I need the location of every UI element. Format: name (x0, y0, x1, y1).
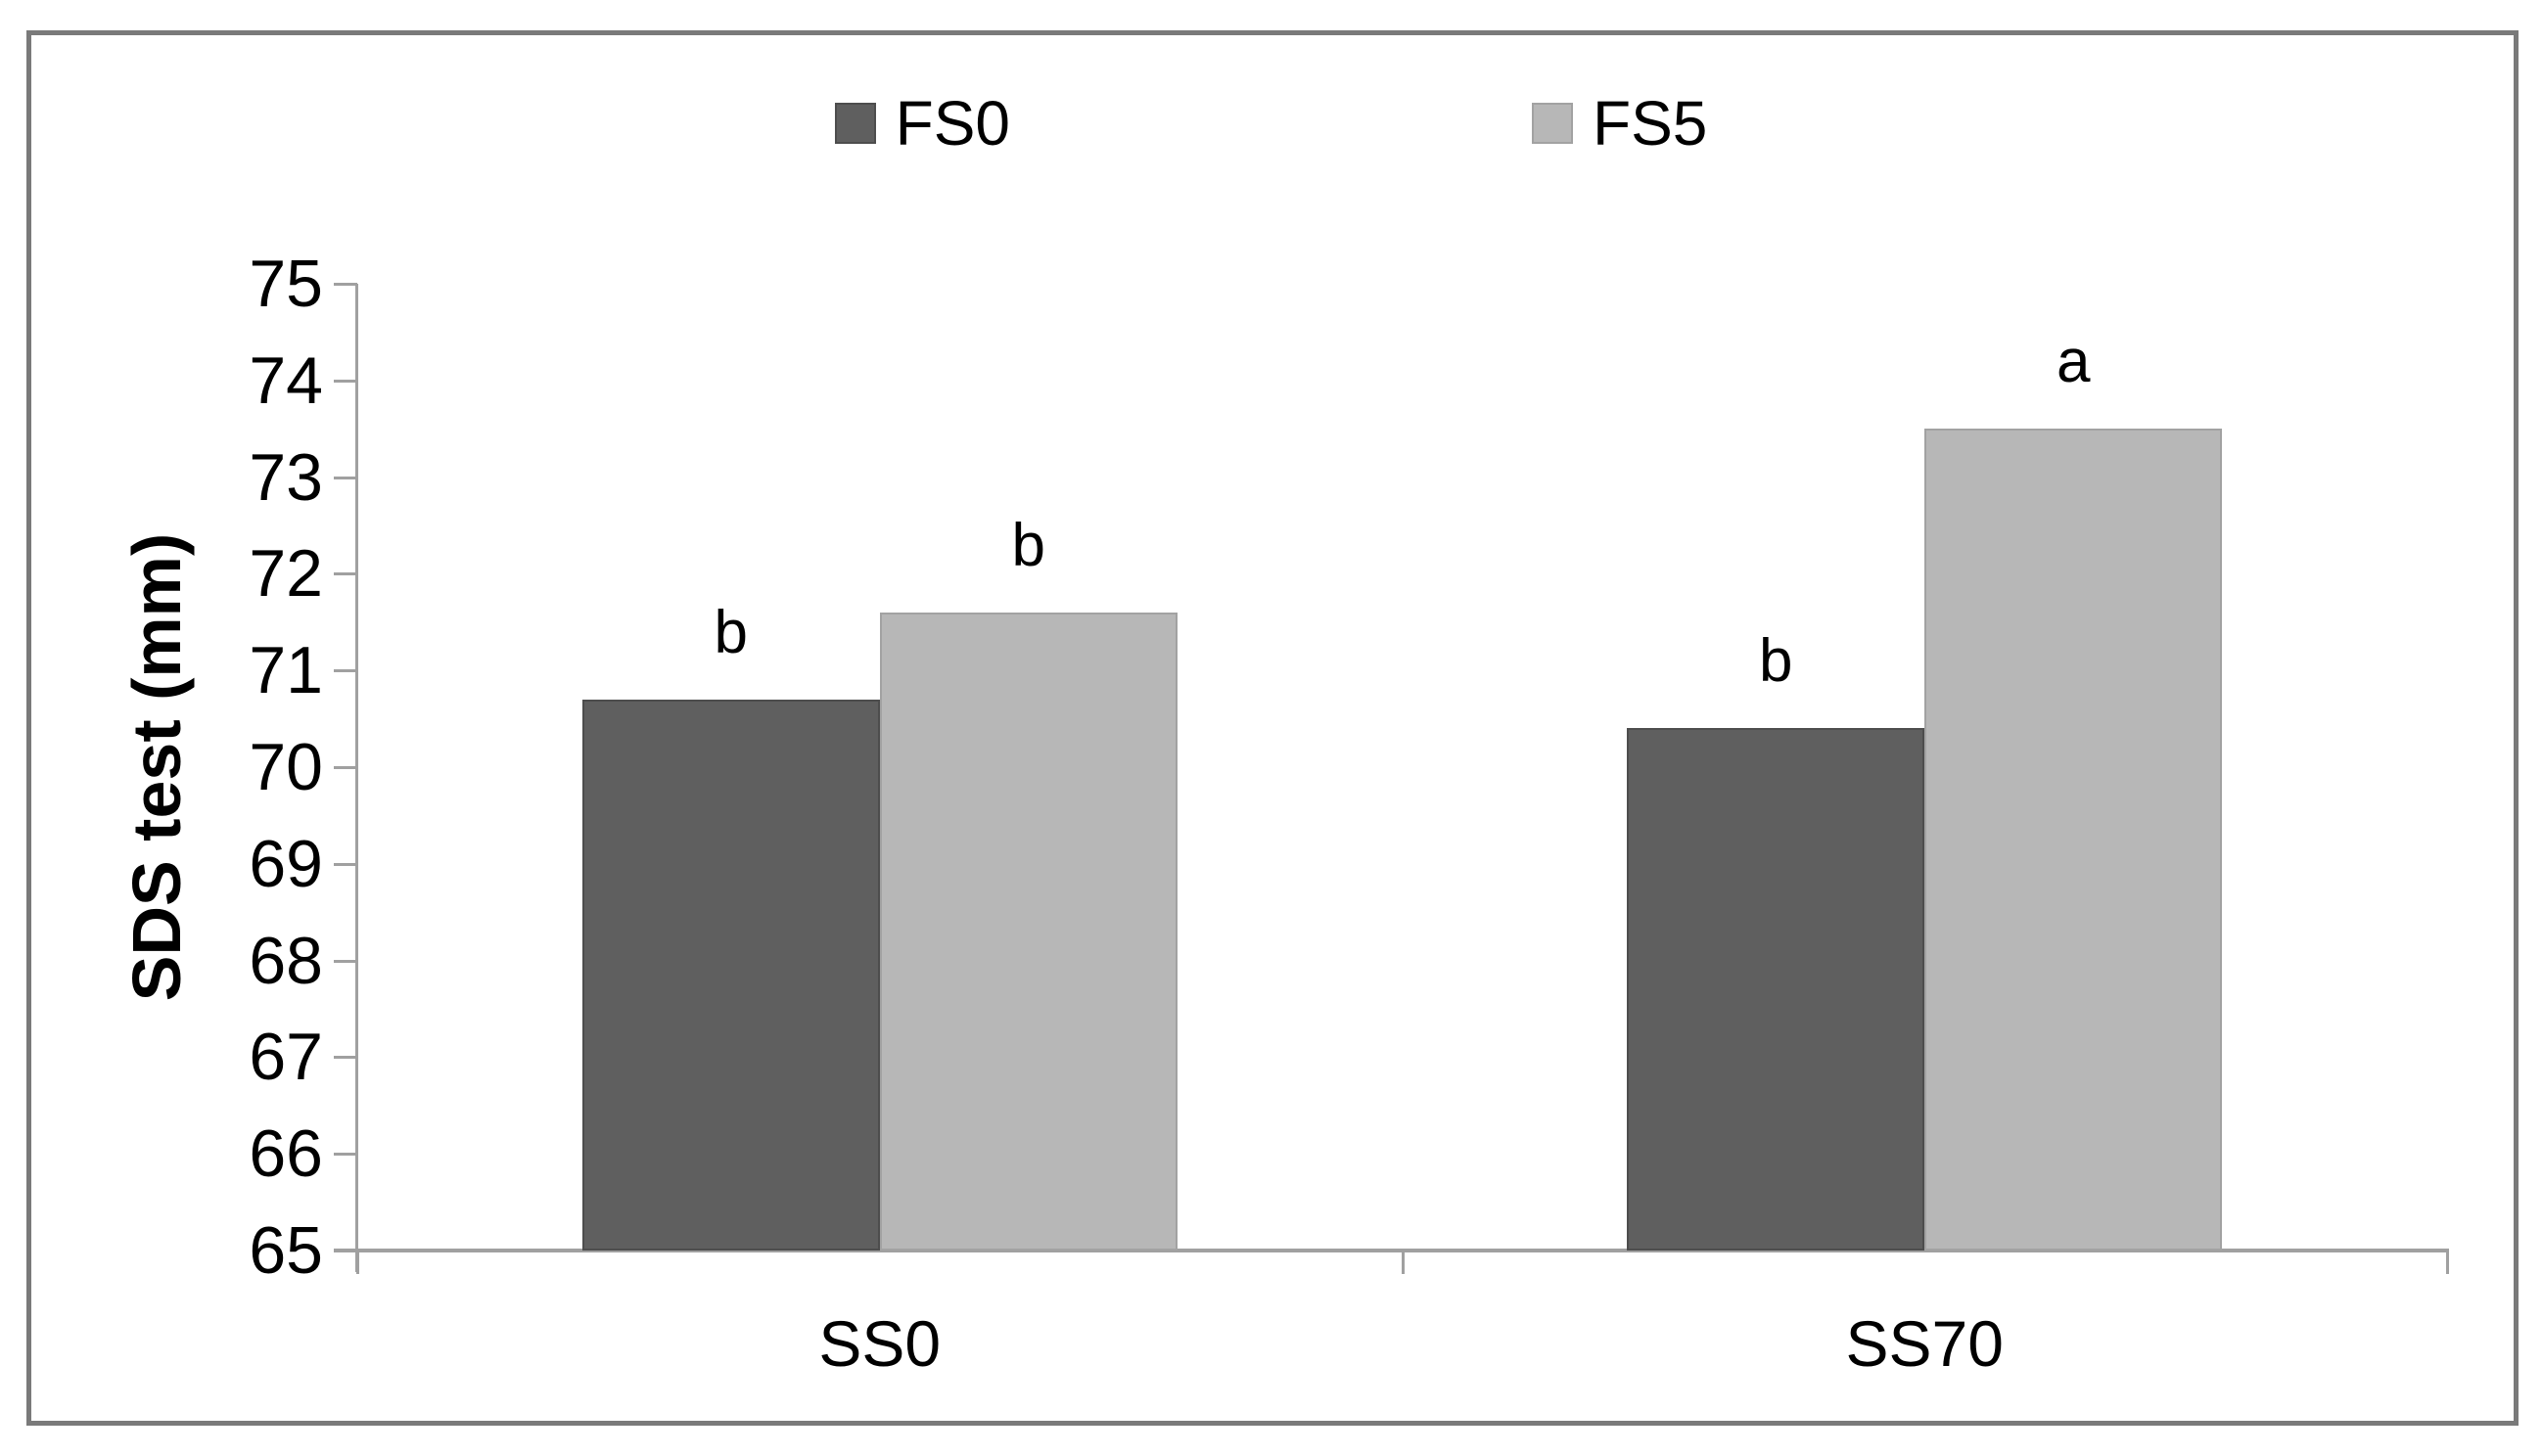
legend-swatch-fs5 (1532, 103, 1573, 144)
chart-outer-border (26, 30, 2519, 1426)
y-axis-tick (334, 379, 357, 383)
bar-significance-label: a (2057, 328, 2091, 396)
y-axis-tick (334, 1056, 357, 1060)
category-tick (356, 1251, 359, 1274)
legend-swatch-fs0 (834, 103, 876, 144)
y-axis-tick (334, 959, 357, 963)
x-axis-line (334, 1249, 2449, 1252)
bar-significance-label: b (714, 598, 748, 666)
y-axis-tick (334, 1250, 357, 1252)
y-axis-tick (334, 862, 357, 866)
category-tick (1401, 1251, 1405, 1274)
bar (879, 612, 1178, 1251)
y-axis-tick (334, 572, 357, 576)
bar (1924, 429, 2223, 1251)
y-tick-label: 75 (249, 247, 323, 321)
legend: FS0 FS5 (0, 92, 2542, 155)
bar (1627, 728, 1925, 1251)
y-axis-line (355, 284, 358, 1272)
legend-label: FS0 (895, 88, 1010, 159)
y-tick-label: 70 (249, 730, 323, 804)
y-tick-label: 71 (249, 633, 323, 708)
legend-entry: FS5 (1532, 92, 1707, 155)
y-axis-tick (334, 766, 357, 769)
y-axis-tick (334, 1153, 357, 1157)
y-tick-label: 68 (249, 923, 323, 998)
y-axis-tick (334, 476, 357, 479)
y-tick-label: 72 (249, 536, 323, 612)
y-tick-label: 73 (249, 439, 323, 515)
category-tick (2446, 1251, 2449, 1274)
x-category-label: SS0 (818, 1307, 942, 1380)
y-tick-label: 69 (249, 826, 323, 901)
y-tick-label: 66 (249, 1116, 323, 1192)
y-tick-label: 74 (249, 342, 323, 418)
legend-entry: FS0 (834, 88, 1010, 159)
bar-significance-label: b (1011, 511, 1045, 579)
y-tick-label: 65 (249, 1213, 323, 1288)
y-tick-label: 67 (249, 1020, 323, 1095)
bar-significance-label: b (1759, 627, 1793, 696)
legend-label: FS5 (1593, 88, 1708, 159)
y-axis-tick (334, 669, 357, 673)
bar (581, 699, 880, 1251)
x-category-label: SS70 (1845, 1307, 2004, 1380)
y-axis-tick (334, 283, 357, 286)
